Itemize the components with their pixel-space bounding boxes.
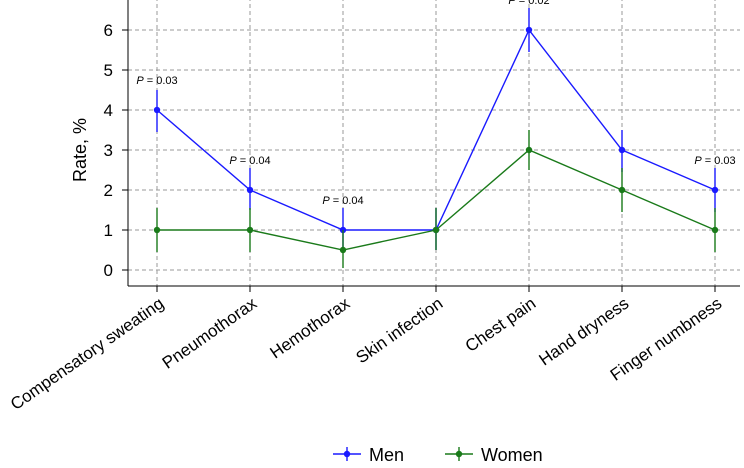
x-tick-label: Pneumothorax [159,293,261,372]
legend-marker-men [343,450,351,458]
legend-marker-women [455,450,463,458]
y-tick-label: 5 [104,61,113,80]
legend-label-women: Women [481,445,543,465]
y-tick-labels: 0 1 2 3 4 5 6 [104,21,113,280]
p-value-label: P = 0.04 [322,195,363,207]
data-point-women [153,226,161,234]
data-point-women [711,226,719,234]
data-point-men [711,186,719,194]
p-value-annotations: P = 0.03 P = 0.04 P = 0.04 P = 0.02 P = 0.03 [136,0,735,207]
data-point-women [618,186,626,194]
data-point-women [525,146,533,154]
x-tick-label: Compensatory sweating [7,294,167,414]
y-tick-label: 0 [104,261,113,280]
x-tick-label: Hemothorax [267,293,354,362]
data-point-women [339,246,347,254]
legend: Men Women [333,445,543,465]
x-tick-label: Skin infection [353,294,447,368]
p-value-label: P = 0.04 [229,155,270,167]
data-point-women [432,226,440,234]
data-point-women [246,226,254,234]
legend-label-men: Men [369,445,404,465]
x-tick-label: Hand dryness [535,294,632,370]
p-value-label: P = 0.02 [508,0,549,7]
y-tick-label: 4 [104,101,113,120]
data-point-men [246,186,254,194]
y-tick-label: 1 [104,221,113,240]
y-tick-label: 2 [104,181,113,200]
data-point-men [153,106,161,114]
p-value-label: P = 0.03 [694,155,735,167]
y-tick-label: 3 [104,141,113,160]
x-tick-label: Chest pain [462,294,539,356]
p-value-label: P = 0.03 [136,75,177,87]
y-tick-label: 6 [104,21,113,40]
data-point-men [525,26,533,34]
axes [122,0,740,292]
y-axis-title: Rate, % [70,118,90,182]
data-point-men [618,146,626,154]
series-group [153,8,719,268]
grid [128,0,740,286]
